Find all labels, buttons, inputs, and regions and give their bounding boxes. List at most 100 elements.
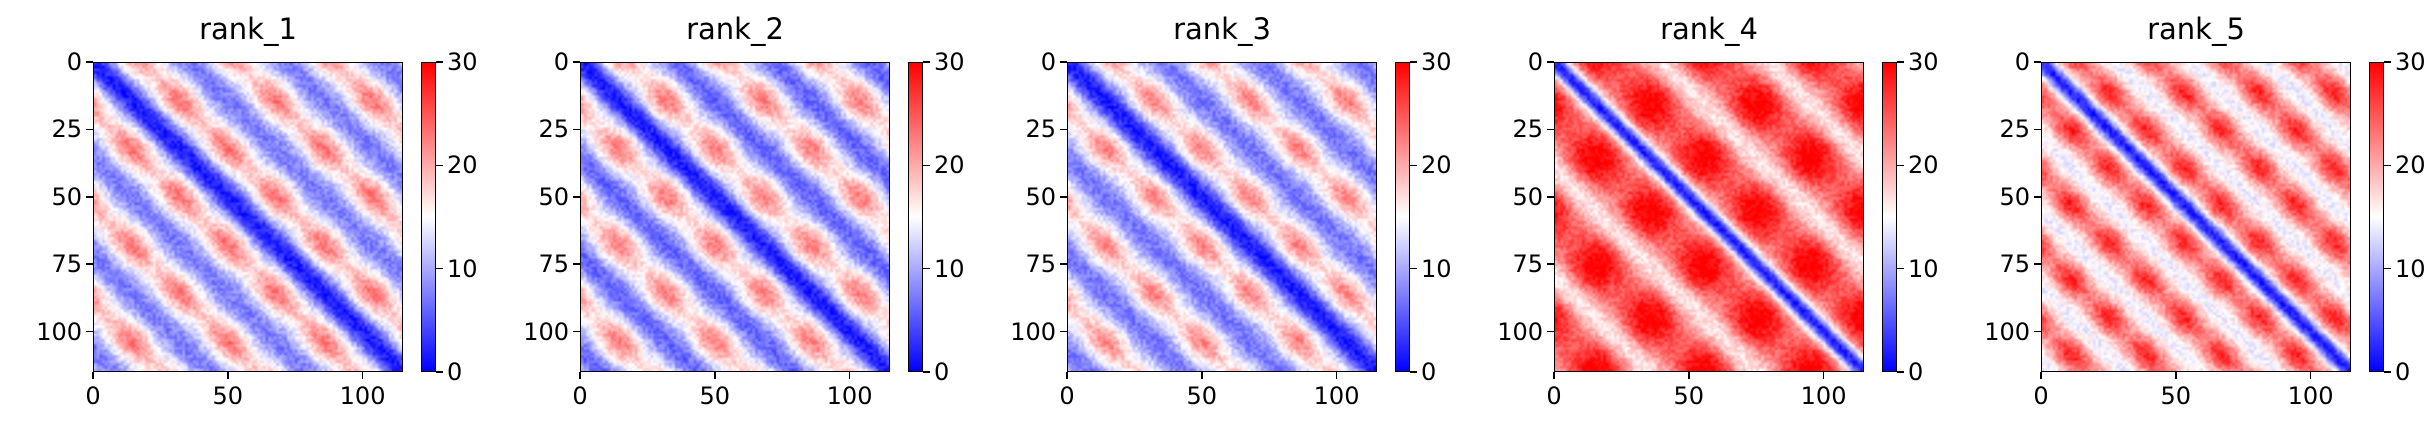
y-tick-mark [86,263,93,265]
colorbar-tick-mark [923,164,930,167]
panel-rank_3: rank_3 0 50 100 0 25 50 75 100 0 10 20 30 [974,0,1461,438]
panel-title: rank_3 [1173,12,1271,46]
y-tick-mark [86,128,93,131]
y-tick-mark [86,196,93,198]
y-tick-label: 50 [1025,182,1056,211]
y-tick-mark [1547,61,1554,63]
heatmap [580,62,890,372]
y-tick-mark [2034,128,2041,131]
y-tick-label: 50 [1512,182,1543,211]
x-tick-mark [361,372,364,379]
x-tick-label: 50 [1673,382,1705,410]
y-tick-label: 75 [51,250,82,279]
x-tick-mark [2040,372,2042,379]
x-tick-label: 0 [572,382,588,410]
x-tick-label: 0 [1546,382,1562,410]
x-tick-mark [1688,372,1690,379]
heatmap [93,62,403,372]
y-tick-label: 0 [1527,48,1543,76]
y-tick-label: 25 [538,115,569,144]
x-tick-mark [2175,372,2177,379]
colorbar-tick-label: 30 [1908,48,1939,76]
x-tick-label: 50 [2160,382,2192,410]
y-tick-label: 0 [553,48,569,76]
colorbar-tick-label: 10 [1908,254,1939,283]
colorbar-tick-label: 20 [447,151,478,180]
colorbar-tick-mark [1897,267,1904,270]
x-tick-mark [848,372,851,379]
colorbar-tick-label: 10 [1421,254,1452,283]
colorbar-tick-mark [436,371,443,373]
x-tick-label: 50 [1186,382,1218,410]
y-tick-label: 100 [1984,317,2030,346]
y-tick-label: 0 [66,48,82,76]
y-tick-mark [573,128,580,131]
y-tick-mark [1060,128,1067,131]
colorbar [1882,62,1897,372]
colorbar-tick-mark [2384,371,2391,373]
colorbar-tick-label: 0 [2395,358,2411,386]
y-tick-label: 100 [36,317,82,346]
y-tick-mark [1547,128,1554,131]
x-tick-label: 100 [1313,382,1360,410]
colorbar [908,62,923,372]
colorbar [1395,62,1410,372]
colorbar-tick-label: 20 [2395,151,2426,180]
colorbar-tick-mark [1897,164,1904,167]
y-tick-label: 0 [1040,48,1056,76]
colorbar-tick-label: 20 [934,151,965,180]
x-tick-mark [2309,372,2312,379]
x-tick-mark [579,372,581,379]
colorbar-tick-mark [1410,164,1417,167]
y-tick-label: 75 [538,250,569,279]
colorbar-tick-mark [923,61,930,63]
colorbar-tick-mark [923,267,930,270]
heatmap-canvas [1068,63,1376,371]
colorbar-tick-label: 10 [934,254,965,283]
x-tick-label: 100 [2287,382,2334,410]
y-tick-label: 75 [1512,250,1543,279]
colorbar-tick-mark [1410,61,1417,63]
panel-title: rank_4 [1660,12,1758,46]
panel-rank_2: rank_2 0 50 100 0 25 50 75 100 0 10 20 30 [487,0,974,438]
colorbar-tick-label: 30 [1421,48,1452,76]
y-tick-label: 100 [1497,317,1543,346]
heatmap-canvas [581,63,889,371]
x-tick-mark [714,372,716,379]
x-tick-label: 50 [699,382,731,410]
y-tick-label: 25 [51,115,82,144]
colorbar-tick-mark [2384,267,2391,270]
y-tick-mark [2034,61,2041,63]
x-tick-label: 0 [1059,382,1075,410]
y-tick-mark [2034,263,2041,265]
y-tick-label: 75 [1999,250,2030,279]
y-tick-mark [1547,263,1554,265]
colorbar-tick-label: 30 [447,48,478,76]
panel-title: rank_1 [199,12,297,46]
colorbar-tick-mark [923,371,930,373]
colorbar [2369,62,2384,372]
heatmap [1067,62,1377,372]
y-tick-label: 50 [1999,182,2030,211]
y-tick-mark [573,196,580,198]
x-tick-label: 0 [2033,382,2049,410]
colorbar-tick-mark [436,164,443,167]
y-tick-label: 25 [1512,115,1543,144]
y-tick-label: 50 [51,182,82,211]
x-tick-mark [1066,372,1068,379]
colorbar-tick-mark [1410,267,1417,270]
colorbar-tick-mark [2384,61,2391,63]
x-tick-label: 100 [826,382,873,410]
y-tick-label: 100 [1010,317,1056,346]
x-tick-label: 50 [212,382,244,410]
colorbar-tick-label: 30 [2395,48,2426,76]
panel-title: rank_5 [2147,12,2245,46]
x-tick-mark [227,372,229,379]
colorbar [421,62,436,372]
colorbar-tick-label: 30 [934,48,965,76]
colorbar-tick-label: 0 [934,358,950,386]
colorbar-tick-mark [436,61,443,63]
y-tick-mark [1060,61,1067,63]
y-tick-mark [1060,263,1067,265]
